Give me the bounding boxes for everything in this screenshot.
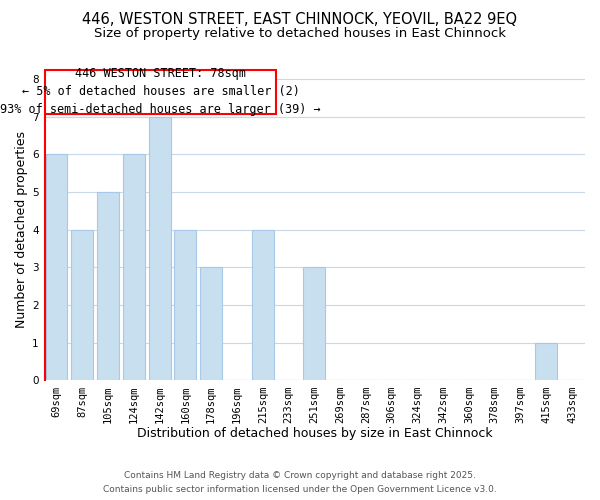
Text: Size of property relative to detached houses in East Chinnock: Size of property relative to detached ho…	[94, 28, 506, 40]
Bar	[535, 343, 557, 380]
Text: Contains public sector information licensed under the Open Government Licence v3: Contains public sector information licen…	[103, 484, 497, 494]
Bar	[71, 230, 93, 380]
Bar	[149, 116, 170, 380]
FancyBboxPatch shape	[46, 70, 275, 114]
Bar	[304, 268, 325, 380]
Bar	[252, 230, 274, 380]
Bar	[97, 192, 119, 380]
X-axis label: Distribution of detached houses by size in East Chinnock: Distribution of detached houses by size …	[137, 427, 492, 440]
Bar	[200, 268, 222, 380]
Bar	[46, 154, 67, 380]
Text: 446, WESTON STREET, EAST CHINNOCK, YEOVIL, BA22 9EQ: 446, WESTON STREET, EAST CHINNOCK, YEOVI…	[82, 12, 518, 28]
Y-axis label: Number of detached properties: Number of detached properties	[15, 131, 28, 328]
Text: Contains HM Land Registry data © Crown copyright and database right 2025.: Contains HM Land Registry data © Crown c…	[124, 472, 476, 480]
Bar	[123, 154, 145, 380]
Text: 446 WESTON STREET: 78sqm
← 5% of detached houses are smaller (2)
93% of semi-det: 446 WESTON STREET: 78sqm ← 5% of detache…	[0, 67, 321, 116]
Bar	[175, 230, 196, 380]
